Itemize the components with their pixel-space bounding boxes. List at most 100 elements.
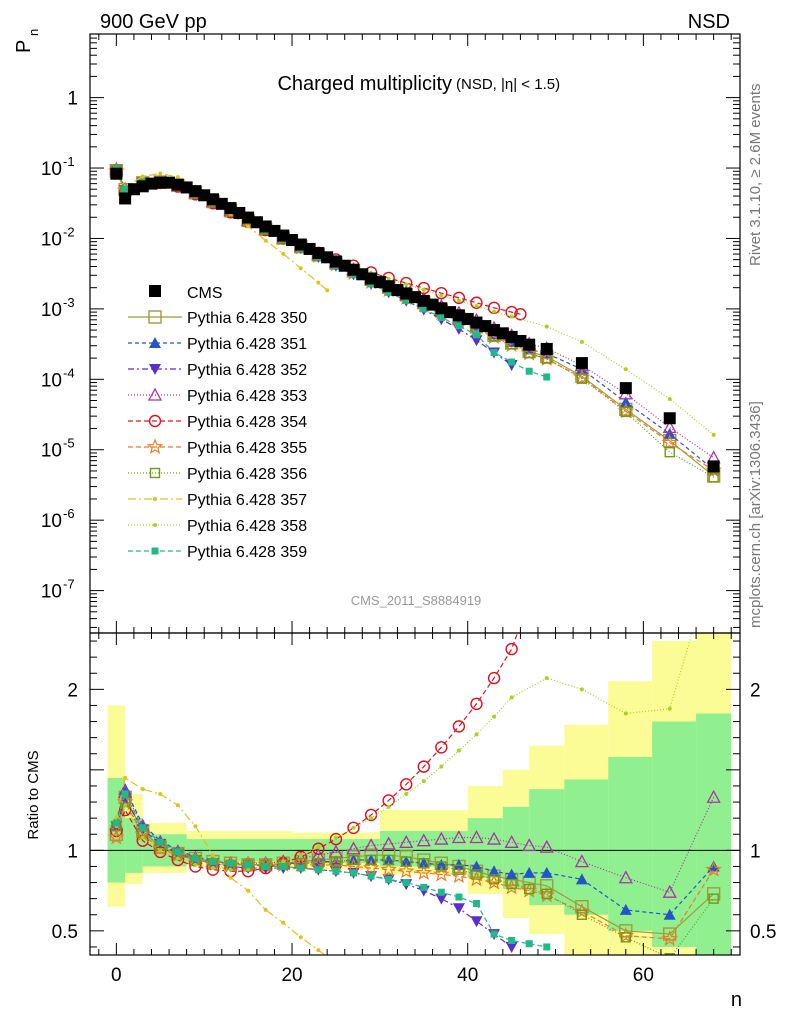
ratio-series-point — [154, 845, 167, 859]
ratio-series-point — [401, 856, 412, 867]
ratio-series-point — [506, 878, 517, 890]
analysis-id: CMS_2011_S8884919 — [351, 593, 482, 608]
ratio-series-point — [486, 831, 502, 845]
ratio-series-point — [452, 903, 465, 915]
y-tick-label-ratio: 0.5 — [52, 922, 78, 943]
main-series-point — [620, 406, 632, 418]
ratio-series-point — [474, 732, 479, 737]
ratio-series-point — [487, 671, 501, 685]
ratio-series-9 — [114, 633, 693, 872]
x-tick-label: 20 — [281, 965, 302, 986]
ratio-series-point — [505, 868, 518, 880]
ratio-series-point — [381, 836, 396, 850]
ratio-series-point — [492, 714, 497, 719]
band-inner-bin — [696, 713, 732, 955]
y-axis-title-main-label: P — [13, 40, 35, 53]
ratio-series-point — [311, 847, 326, 861]
ratio-series-point — [544, 676, 549, 681]
ratio-series-point — [386, 804, 391, 809]
mcplots-label: mcplots.cern.ch [arXiv:1306.3436] — [747, 401, 764, 628]
ratio-series-point — [525, 940, 533, 948]
ratio-series-point — [156, 838, 164, 846]
ratio-series-point — [351, 825, 356, 830]
band-inner-bin — [608, 756, 653, 931]
main-series-point — [579, 339, 584, 344]
ratio-series-point — [382, 854, 395, 866]
y-tick-label-main: 10 — [41, 511, 62, 532]
ratio-series-line — [115, 776, 326, 955]
ratio-series-point — [158, 848, 163, 853]
ratio-series-point — [400, 778, 413, 791]
legend-marker — [153, 497, 157, 501]
ratio-series-point — [434, 831, 449, 845]
ratio-series-point — [400, 855, 413, 867]
ratio-uncertainty-bands — [90, 633, 740, 955]
ratio-series-point — [383, 854, 394, 866]
legend-label: Pythia 6.428 354 — [187, 414, 307, 431]
ratio-series-point — [228, 867, 233, 872]
ratio-series-point — [298, 853, 303, 858]
y-tick-label-main-exp: -2 — [63, 224, 75, 239]
y-tick-label-ratio-right: 0.5 — [750, 922, 776, 943]
ratio-series-point — [662, 884, 677, 898]
ratio-series-point — [437, 888, 445, 896]
ratio-series-point — [541, 888, 552, 900]
main-series-point — [623, 367, 628, 372]
legend-marker — [149, 337, 161, 348]
main-series-point — [509, 314, 514, 319]
ratio-series-point — [436, 861, 447, 872]
legend-marker-data — [149, 285, 161, 297]
ratio-series-point — [140, 835, 145, 840]
ratio-series-point — [488, 865, 501, 877]
main-series-point — [619, 396, 632, 408]
main-series-point — [140, 174, 145, 179]
data-point — [119, 192, 132, 205]
legend-label: Pythia 6.428 357 — [187, 492, 307, 509]
ratio-series-point — [193, 824, 198, 829]
main-series-point — [664, 446, 675, 458]
main-series-point — [263, 238, 268, 243]
ratio-series-point — [579, 687, 584, 692]
y-tick-label-ratio-right: 1 — [750, 841, 761, 862]
main-series-point — [325, 288, 330, 293]
ratio-series-point — [316, 845, 321, 850]
main-series-point — [421, 287, 426, 292]
ratio-series-point — [112, 819, 120, 827]
ratio-series-point — [348, 854, 359, 866]
legend-label: Pythia 6.428 355 — [187, 440, 307, 457]
main-series-point — [514, 308, 527, 321]
ratio-series-point — [488, 874, 500, 885]
main-series-point — [420, 305, 428, 313]
y-axis-title-main-sub: n — [26, 29, 41, 36]
ratio-panel — [108, 633, 722, 955]
ratio-series-point — [174, 848, 182, 856]
main-panel — [108, 161, 722, 483]
main-series-point — [490, 349, 498, 357]
y-tick-label-main-exp: -6 — [63, 506, 75, 521]
y-axis-title-ratio: Ratio to CMS — [25, 750, 42, 839]
ratio-series-point — [706, 887, 721, 901]
plot-title: Charged multiplicity (NSD, |η| < 1.5) — [277, 73, 560, 95]
ratio-series-point — [210, 866, 215, 871]
ratio-series-point — [469, 830, 484, 844]
y-tick-label-ratio: 1 — [67, 841, 78, 862]
data-point — [575, 357, 588, 370]
main-series-point — [385, 288, 393, 296]
ratio-series-point — [259, 861, 272, 875]
data-point — [540, 342, 553, 355]
ratio-series-point — [618, 870, 633, 884]
main-series-point — [474, 303, 479, 308]
ratio-series-point — [470, 916, 483, 928]
main-series-point — [386, 276, 391, 281]
ratio-series-point — [330, 856, 342, 867]
main-series-point — [246, 224, 251, 229]
ratio-series-point — [297, 864, 305, 872]
ratio-series-point — [175, 856, 180, 861]
y-axis-title-main: P n — [13, 29, 41, 53]
ratio-series-point — [451, 830, 467, 844]
rivet-label: Rivet 3.1.10, ≥ 2.6M events — [747, 84, 764, 267]
legend-label: Pythia 6.428 358 — [187, 518, 307, 535]
ratio-series-point — [620, 932, 632, 943]
ratio-series-point — [347, 821, 360, 835]
legend-marker — [148, 310, 162, 324]
